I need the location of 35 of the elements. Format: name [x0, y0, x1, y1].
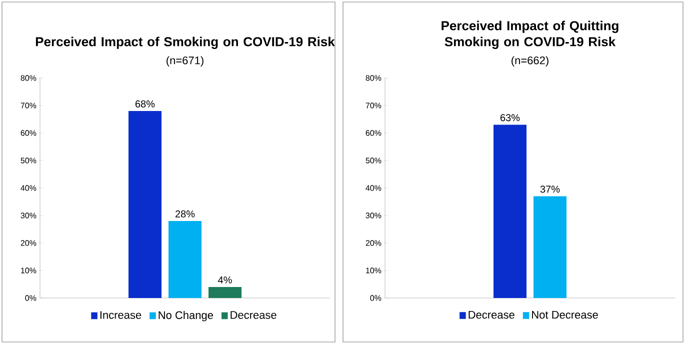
legend-label: Decrease [468, 310, 514, 319]
legend-label: No Change [158, 310, 214, 322]
y-tick-label: 20% [366, 240, 382, 246]
y-tick-label: 50% [366, 158, 382, 164]
chart-title: Perceived Impact of Smoking on COVID-19 Risk [36, 36, 335, 49]
y-tick-label: 30% [366, 212, 382, 218]
legend-label: Not Decrease [532, 310, 598, 319]
y-tick-label: 80% [366, 75, 382, 81]
y-tick-label: 40% [20, 185, 36, 191]
data-label: 63% [500, 114, 520, 122]
legend-label: Increase [100, 311, 142, 319]
bar [128, 110, 162, 298]
y-tick-label: 60% [366, 130, 382, 136]
chart-title: Perceived Impact of Quitting Smoking on COVID-19 Risk [442, 20, 618, 49]
data-label: 37% [540, 186, 560, 193]
chart-subtitle: (n=671) [166, 56, 204, 66]
data-label: 4% [218, 276, 232, 284]
y-tick-label: 20% [20, 240, 36, 246]
data-label: 68% [136, 100, 155, 108]
y-tick-label: 80% [20, 75, 36, 81]
y-tick-label: 10% [366, 268, 382, 274]
legend-label: Decrease [230, 311, 276, 319]
y-tick-label: 0% [25, 295, 36, 301]
y-tick-label: 60% [20, 130, 36, 136]
data-label: 28% [176, 210, 195, 218]
y-tick-label: 50% [20, 158, 36, 164]
y-tick-label: 10% [21, 268, 36, 274]
y-tick-label: 70% [366, 102, 382, 108]
y-tick-label: 0% [370, 295, 382, 301]
y-tick-label: 40% [366, 185, 382, 191]
y-tick-label: 70% [20, 102, 36, 108]
bar [168, 220, 202, 298]
bar [208, 286, 242, 298]
chart-subtitle: (n=662) [512, 56, 548, 66]
y-tick-label: 30% [20, 212, 36, 218]
